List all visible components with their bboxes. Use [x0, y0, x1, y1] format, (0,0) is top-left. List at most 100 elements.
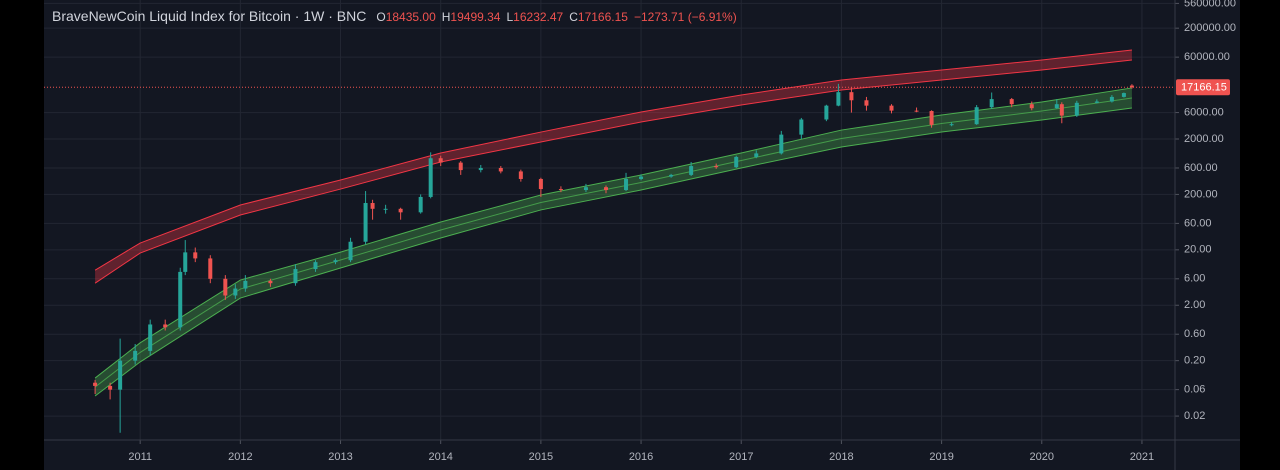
candle-body: [478, 167, 483, 171]
candle-body: [183, 252, 188, 272]
y-tick-label: 0.60: [1184, 328, 1205, 340]
candle-body: [603, 187, 608, 191]
candle-body: [293, 269, 298, 284]
y-tick-label: 200.00: [1184, 188, 1218, 200]
ohlc-label: L: [506, 10, 514, 24]
candle-body: [418, 196, 423, 213]
candle-body: [949, 124, 954, 126]
candle-body: [243, 280, 248, 289]
candle-body: [639, 176, 644, 179]
candle-body: [989, 99, 994, 108]
candle-body: [313, 262, 318, 270]
y-tick-label: 20.00: [1184, 244, 1212, 256]
candle-body: [914, 110, 919, 112]
band-middle: [94, 97, 1132, 388]
candle-body: [1129, 85, 1134, 88]
candle-body: [233, 288, 238, 296]
band-upper: [94, 49, 1132, 271]
x-tick-label: 2018: [829, 451, 853, 463]
ohlc-label: O: [376, 10, 386, 24]
candle-body: [889, 105, 894, 111]
chart: 560000.00 200000.00 60000.00 6000.00 2000.00…: [44, 0, 1240, 470]
candle-body: [163, 324, 168, 328]
ohlc-value: 17166.15: [577, 10, 628, 24]
y-tick-label: 560000.00: [1184, 0, 1236, 9]
candle-body: [1121, 93, 1126, 97]
candle-body: [1074, 102, 1079, 116]
ohlc-label: C: [569, 10, 578, 24]
candle-body: [624, 178, 629, 191]
ohlc-value: 18435.00: [385, 10, 436, 24]
candle-body: [824, 105, 829, 120]
chart-title: BraveNewCoin Liquid Index for Bitcoin · …: [52, 8, 367, 24]
x-tick-label: 2012: [228, 451, 252, 463]
candle-body: [133, 350, 138, 361]
candle-body: [1029, 104, 1034, 109]
x-tick-label: 2015: [529, 451, 553, 463]
candle-body: [268, 280, 273, 284]
x-tick-label: 2017: [729, 451, 753, 463]
candle-body: [754, 153, 759, 157]
candle-body: [348, 241, 353, 261]
candle-body: [583, 187, 588, 191]
candle-body: [370, 203, 375, 209]
candle-body: [438, 158, 443, 163]
candle-body: [1109, 96, 1114, 102]
y-tick-label: 2000.00: [1184, 133, 1224, 145]
candle-body: [849, 92, 854, 101]
candle-body: [518, 171, 523, 179]
y-tick-label: 0.02: [1184, 410, 1205, 422]
candle-body: [669, 174, 674, 177]
chart-panel: [44, 0, 1240, 470]
last-price-label: 17166.15: [1181, 82, 1227, 94]
candle-body: [689, 166, 694, 175]
candle-body: [1094, 101, 1099, 103]
candle-body: [193, 252, 198, 259]
band-area: [95, 49, 1132, 284]
band-area: [95, 87, 1132, 397]
header: BraveNewCoin Liquid Index for Bitcoin · …: [52, 8, 737, 24]
x-tick-label: 2013: [328, 451, 352, 463]
y-tick-label: 2.00: [1184, 299, 1205, 311]
candle-body: [864, 100, 869, 106]
x-tick-label: 2016: [629, 451, 653, 463]
candle-body: [178, 271, 183, 328]
y-tick-label: 6.00: [1184, 273, 1205, 285]
candle-body: [1054, 104, 1059, 109]
candle-body: [333, 260, 338, 263]
y-tick-label: 200000.00: [1184, 22, 1236, 34]
candle-body: [538, 178, 543, 190]
candle-body: [383, 208, 388, 210]
candle-body: [118, 360, 123, 390]
x-tick-label: 2014: [428, 451, 452, 463]
candle-body: [1009, 99, 1014, 105]
candle-body: [734, 156, 739, 168]
candle-body: [836, 92, 841, 106]
x-tick-label: 2019: [929, 451, 953, 463]
x-tick-label: 2011: [128, 451, 152, 463]
y-tick-label: 6000.00: [1184, 106, 1224, 118]
candle-body: [714, 166, 719, 168]
candle-body: [779, 134, 784, 154]
y-tick-label: 60.00: [1184, 217, 1212, 229]
last-price-tag: [1176, 79, 1230, 96]
candle-body: [1059, 104, 1064, 116]
x-tick-label: 2020: [1030, 451, 1054, 463]
x-tick-label: 2021: [1130, 451, 1154, 463]
candle-body: [398, 208, 403, 213]
candle-body: [974, 107, 979, 125]
candle-body: [93, 382, 98, 386]
candle-body: [929, 111, 934, 125]
candle-body: [498, 167, 503, 172]
candle-body: [799, 119, 804, 135]
y-tick-label: 0.06: [1184, 384, 1205, 396]
candle-body: [458, 162, 463, 171]
candle-body: [108, 385, 113, 390]
candle-body: [363, 203, 368, 242]
ohlc-value: 19499.34: [450, 10, 501, 24]
ohlc-value: 16232.47: [513, 10, 564, 24]
band-lower: [94, 107, 1132, 397]
y-tick-label: 600.00: [1184, 162, 1218, 174]
candle-body: [223, 278, 228, 296]
